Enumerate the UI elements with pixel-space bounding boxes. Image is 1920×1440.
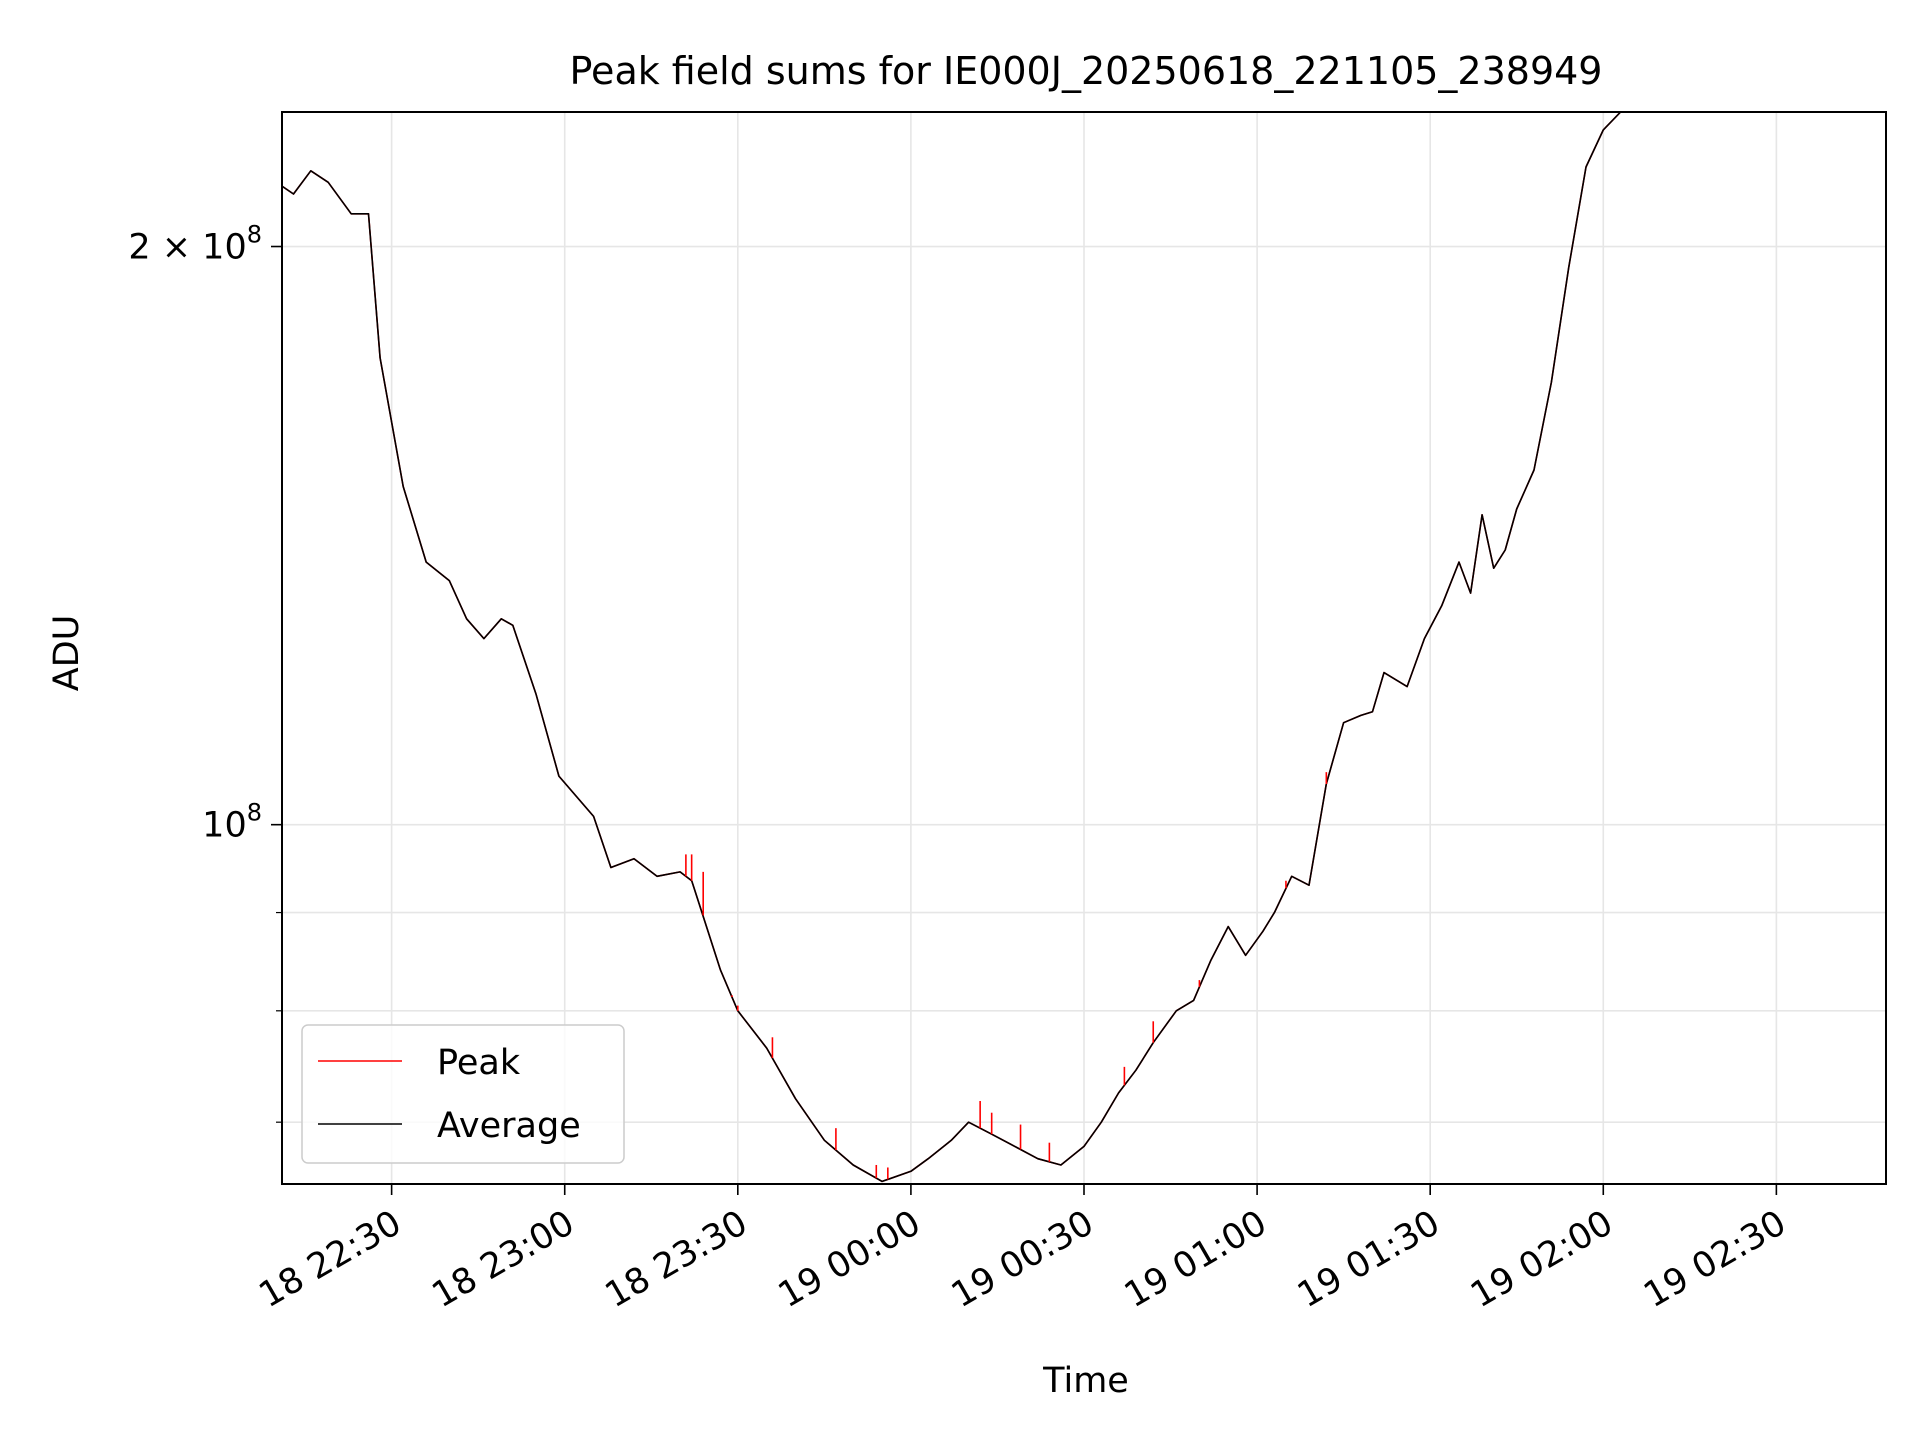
legend-label-peak: Peak: [437, 1043, 521, 1083]
chart-title: Peak field sums for IE000J_20250618_2211…: [570, 49, 1603, 93]
y-tick-label: 2 × 108: [128, 221, 262, 268]
y-tick-label: 108: [202, 799, 262, 846]
legend-box: [301, 1024, 625, 1164]
x-axis-label: Time: [1042, 1361, 1129, 1401]
legend-label-average: Average: [437, 1106, 581, 1146]
legend: Peak Average: [301, 1024, 625, 1164]
series-layer: [282, 112, 1886, 1183]
series-line-average: [282, 112, 1886, 1183]
y-axis-label: ADU: [47, 615, 87, 692]
